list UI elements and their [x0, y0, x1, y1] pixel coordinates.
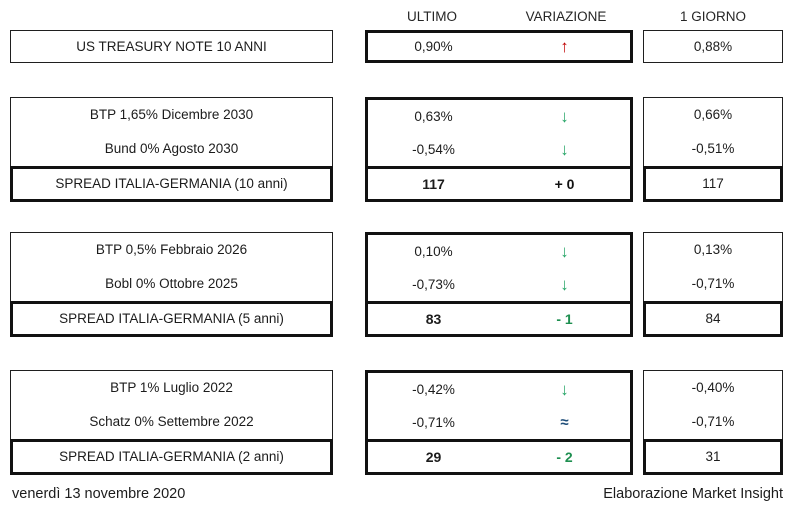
arrow-down-icon: ↓ [560, 242, 569, 261]
giorno-value: -0,71% [691, 414, 735, 430]
ultimo-value: -0,71% [412, 414, 455, 430]
giorno-value: 0,88% [693, 38, 733, 54]
section-spread-5-anni: BTP 0,5% Febbraio 2026 Bobl 0% Ottobre 2… [10, 232, 783, 337]
header-spacer [10, 4, 333, 28]
giorno-value: -0,71% [691, 276, 735, 292]
spread-giorno-value: 31 [705, 449, 721, 465]
section-us-treasury: US TREASURY NOTE 10 ANNI 0,90% ↑ 0,88% [10, 30, 783, 63]
spread-label: SPREAD ITALIA-GERMANIA (2 anni) [59, 449, 284, 465]
giorno-value: 0,13% [693, 242, 733, 258]
approx-equal-icon: ≈ [560, 414, 569, 431]
spread-giorno-value: 117 [702, 176, 724, 192]
arrow-down-icon: ↓ [560, 107, 569, 126]
section-spread-10-anni: BTP 1,65% Dicembre 2030 Bund 0% Agosto 2… [10, 97, 783, 202]
spread-variation-value: - 1 [556, 311, 573, 327]
arrow-up-icon: ↑ [560, 37, 569, 56]
instrument-label: BTP 1,65% Dicembre 2030 [89, 107, 254, 123]
ultimo-value: 0,10% [414, 243, 453, 259]
spread-label: SPREAD ITALIA-GERMANIA (5 anni) [59, 311, 284, 327]
giorno-value: 0,66% [693, 107, 733, 123]
spread-label: SPREAD ITALIA-GERMANIA (10 anni) [55, 176, 288, 192]
ultimo-value: -0,73% [412, 276, 455, 292]
arrow-down-icon: ↓ [560, 140, 569, 159]
report-credit: Elaborazione Market Insight [603, 486, 783, 502]
spread-ultimo-value: 117 [422, 176, 445, 192]
ultimo-value: -0,42% [412, 381, 455, 397]
column-headers: ULTIMO VARIAZIONE 1 GIORNO [10, 4, 783, 28]
arrow-down-icon: ↓ [560, 275, 569, 294]
report-date: venerdì 13 novembre 2020 [12, 486, 186, 502]
spread-ultimo-value: 29 [425, 449, 442, 465]
spread-variation-value: + 0 [554, 176, 575, 192]
section-spread-2-anni: BTP 1% Luglio 2022 Schatz 0% Settembre 2… [10, 370, 783, 475]
instrument-label: US TREASURY NOTE 10 ANNI [76, 38, 267, 54]
ultimo-value: -0,54% [412, 141, 455, 157]
instrument-label: BTP 1% Luglio 2022 [110, 380, 233, 396]
column-header-ultimo: ULTIMO [407, 8, 457, 24]
column-header-variazione: VARIAZIONE [525, 8, 607, 24]
instrument-label: Schatz 0% Settembre 2022 [89, 414, 254, 430]
instrument-label: BTP 0,5% Febbraio 2026 [95, 242, 248, 258]
spread-ultimo-value: 83 [425, 311, 442, 327]
spread-giorno-value: 84 [705, 311, 721, 327]
spread-variation-value: - 2 [556, 449, 573, 465]
ultimo-value: 0,63% [414, 108, 453, 124]
giorno-value: -0,51% [691, 141, 735, 157]
instrument-label: Bobl 0% Ottobre 2025 [105, 276, 238, 292]
arrow-down-icon: ↓ [560, 380, 569, 399]
instrument-label: Bund 0% Agosto 2030 [104, 141, 239, 157]
giorno-value: -0,40% [691, 380, 735, 396]
column-header-1giorno: 1 GIORNO [679, 8, 746, 24]
ultimo-value: 0,90% [414, 38, 453, 54]
